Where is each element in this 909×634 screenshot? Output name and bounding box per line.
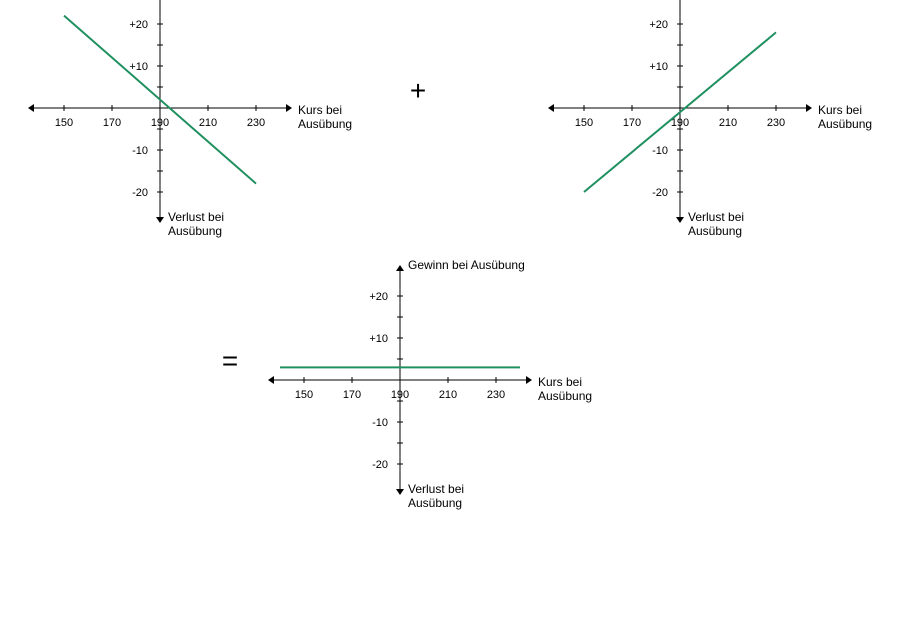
x-tick-label: 230 bbox=[767, 117, 785, 129]
y-tick-label: -20 bbox=[372, 459, 388, 471]
y-tick-label: -10 bbox=[372, 417, 388, 429]
x-tick-label: 150 bbox=[575, 117, 593, 129]
plus-operator: + bbox=[410, 75, 426, 106]
x-tick-label: 210 bbox=[439, 389, 457, 401]
x-tick-label: 170 bbox=[623, 117, 641, 129]
y-tick-label: -10 bbox=[652, 145, 668, 157]
x-tick-label: 150 bbox=[55, 117, 73, 129]
y-axis-bottom-label-2: Ausübung bbox=[688, 224, 742, 238]
y-tick-label: +20 bbox=[369, 291, 388, 303]
y-tick-label: +20 bbox=[129, 19, 148, 31]
y-tick-label: +10 bbox=[649, 61, 668, 73]
y-axis-bottom-label-2: Ausübung bbox=[408, 496, 462, 510]
x-tick-label: 230 bbox=[247, 117, 265, 129]
x-tick-label: 190 bbox=[391, 389, 409, 401]
y-axis-top-label: Gewinn bei Ausübung bbox=[408, 258, 525, 272]
x-axis-right-label-2: Ausübung bbox=[298, 117, 352, 131]
x-tick-label: 170 bbox=[343, 389, 361, 401]
x-tick-label: 190 bbox=[151, 117, 169, 129]
y-tick-label: -20 bbox=[132, 187, 148, 199]
y-tick-label: +10 bbox=[129, 61, 148, 73]
y-axis-bottom-label-1: Verlust bei bbox=[688, 210, 744, 224]
y-axis-bottom-label-1: Verlust bei bbox=[168, 210, 224, 224]
diagram-canvas: 150 170 190 210 230 +10 +20 -10 -20 Gewinn bei Au… bbox=[0, 0, 909, 634]
chart1: 150170190210230+10+20-10-20Gewinn bei Au… bbox=[28, 0, 352, 238]
x-axis-right-label-2: Ausübung bbox=[818, 117, 872, 131]
equals-operator: = bbox=[222, 345, 238, 376]
x-tick-label: 170 bbox=[103, 117, 121, 129]
x-axis-right-label-1: Kurs bei bbox=[538, 375, 582, 389]
x-axis-right-label-1: Kurs bei bbox=[818, 103, 862, 117]
y-tick-label: +10 bbox=[369, 333, 388, 345]
x-tick-label: 150 bbox=[295, 389, 313, 401]
y-axis-bottom-label-1: Verlust bei bbox=[408, 482, 464, 496]
x-axis-right-label-1: Kurs bei bbox=[298, 103, 342, 117]
chart2: 150170190210230+10+20-10-20Gewinn bei Au… bbox=[548, 0, 872, 238]
y-tick-label: -10 bbox=[132, 145, 148, 157]
y-axis-bottom-label-2: Ausübung bbox=[168, 224, 222, 238]
x-axis-right-label-2: Ausübung bbox=[538, 389, 592, 403]
x-tick-label: 230 bbox=[487, 389, 505, 401]
chart3: 150 170 190 210 230 +10 +20 -10 -20 Gewinn bei Au… bbox=[268, 258, 592, 510]
y-tick-label: -20 bbox=[652, 187, 668, 199]
y-tick-label: +20 bbox=[649, 19, 668, 31]
x-tick-label: 210 bbox=[719, 117, 737, 129]
x-tick-label: 210 bbox=[199, 117, 217, 129]
